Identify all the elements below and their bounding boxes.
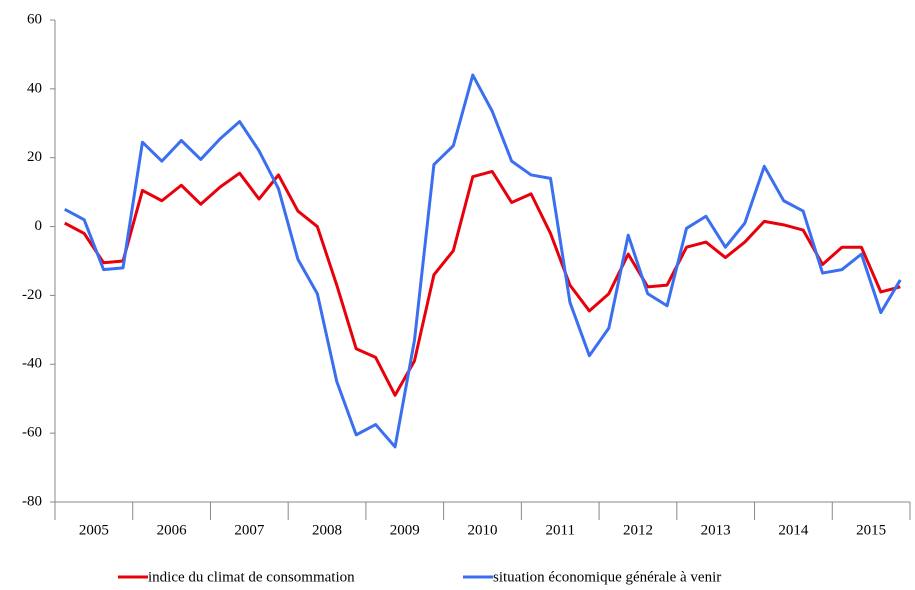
y-tick-label: -20 [22, 287, 42, 303]
x-tick-label: 2005 [79, 522, 109, 538]
y-tick-label: 60 [27, 11, 42, 27]
x-tick-label: 2009 [390, 522, 420, 538]
y-tick-label: -60 [22, 425, 42, 441]
x-tick-label: 2015 [856, 522, 886, 538]
legend-label: indice du climat de consommation [148, 569, 355, 585]
y-tick-label: 20 [27, 149, 42, 165]
x-tick-label: 2008 [312, 522, 342, 538]
x-tick-label: 2014 [778, 522, 809, 538]
series-line [64, 73, 902, 449]
y-tick-label: 0 [35, 218, 43, 234]
x-tick-label: 2013 [701, 522, 731, 538]
series-line [64, 169, 901, 397]
y-tick-label: -80 [22, 493, 42, 509]
x-tick-label: 2006 [157, 522, 188, 538]
y-tick-label: 40 [27, 80, 42, 96]
x-tick-label: 2007 [234, 522, 265, 538]
x-tick-label: 2011 [546, 522, 575, 538]
y-tick-label: -40 [22, 356, 42, 372]
x-tick-label: 2010 [468, 522, 498, 538]
x-tick-label: 2012 [623, 522, 653, 538]
legend-label: situation économique générale à venir [493, 569, 721, 585]
